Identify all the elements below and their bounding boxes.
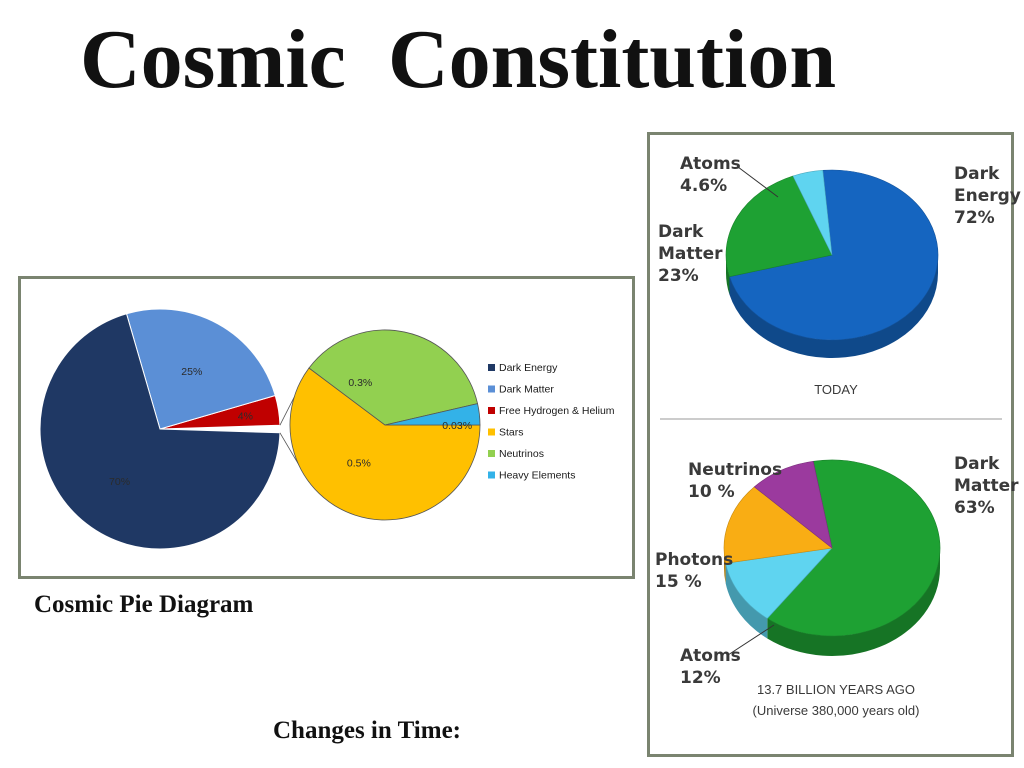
today-atoms-leader	[737, 166, 779, 198]
legend-label-heavy-elements: Heavy Elements	[499, 470, 575, 482]
main-pie-slice-dark-energy	[39, 313, 281, 550]
early-pie-slice-photons	[723, 486, 833, 564]
today-label-dark-energy-line1: Dark	[954, 164, 1000, 184]
detail-pie-label-heavy-elements: 0.03%	[442, 420, 472, 432]
today-pie-slice-atoms	[792, 170, 833, 256]
changes-in-time-charts: Atoms4.6%DarkMatter23%DarkEnergy72%TODAY…	[655, 154, 1021, 718]
main-pie-label-free-hydrogen-and-helium: 4%	[238, 410, 253, 422]
today-pie-side-dark-matter	[726, 255, 730, 295]
legend-swatch-neutrinos	[488, 450, 495, 457]
early-value-neutrinos: 10 %	[688, 482, 735, 502]
legend-swatch-dark-energy	[488, 364, 495, 371]
changes-in-time-frame: Atoms 4.6% Dark Matter 23% Dark Energy 72% TODAY…	[647, 132, 1021, 757]
early-label-dark-matter-line1: Dark	[954, 454, 1000, 474]
legend-label-stars: Stars	[499, 427, 524, 439]
cosmic-pie-chart: 4% 25% 70% 0.5% 0.3% 0.03% Dark Energy Dark Mat…	[39, 308, 615, 550]
today-pie-slice-dark-energy	[729, 169, 939, 341]
early-pie-slice-atoms	[725, 547, 833, 619]
today-label-dark-energy-line2: Energy	[954, 186, 1021, 206]
early-pie-slice-neutrinos	[753, 461, 833, 549]
today-pie-side-dark-energy	[729, 255, 938, 358]
legend-label-free-hydrogen-and-helium: Free Hydrogen & Helium	[499, 405, 615, 417]
today-label-dark-matter-line2: Matter	[658, 244, 723, 264]
detail-pie-label-stars: 0.5%	[347, 457, 371, 469]
today-label-atoms: Atoms	[680, 154, 741, 174]
early-value-atoms: 12%	[680, 668, 721, 688]
changes-in-time-caption: Changes in Time:	[273, 717, 462, 744]
early-subcaption: (Universe 380,000 years old)	[753, 703, 920, 718]
today-pie-slice-dark-matter	[725, 175, 833, 278]
legend-swatch-dark-matter	[488, 385, 495, 393]
early-value-dark-matter: 63%	[954, 498, 995, 518]
early-pie-side-dark-matter	[767, 548, 940, 656]
early-pie-slice-dark-matter	[766, 459, 941, 637]
today-value-dark-energy: 72%	[954, 208, 995, 228]
slide-title: Cosmic Constitution	[80, 13, 837, 106]
early-label-dark-matter-line2: Matter	[954, 476, 1019, 496]
pie-diagram-caption: Cosmic Pie Diagram	[34, 591, 254, 618]
legend-label-dark-energy: Dark Energy	[499, 362, 558, 374]
early-label-photons: Photons	[655, 550, 733, 570]
early-value-photons: 15 %	[655, 572, 702, 592]
detail-pie-slice-stars	[289, 367, 481, 521]
early-label-neutrinos: Neutrinos	[688, 460, 782, 480]
detail-pie-slice-heavy-elements	[384, 403, 481, 426]
legend-swatch-heavy-elements	[488, 471, 495, 479]
legend-swatch-free-hydrogen-and-helium	[488, 407, 495, 414]
main-pie-label-dark-energy: 70%	[109, 476, 130, 488]
cosmic-pie-frame: 4% 25% 70% 0.5% 0.3% 0.03% Dark Energy Dark Mat…	[18, 276, 635, 579]
legend-swatch-stars	[488, 428, 495, 436]
today-caption: TODAY	[814, 382, 858, 397]
main-pie-slice-dark-matter	[125, 308, 276, 430]
today-value-atoms: 4.6%	[680, 176, 727, 196]
legend-label-dark-matter: Dark Matter	[499, 384, 554, 396]
today-label-dark-matter-line1: Dark	[658, 222, 704, 242]
legend-label-neutrinos: Neutrinos	[499, 448, 544, 460]
early-atoms-leader	[727, 624, 775, 656]
main-pie-label-dark-matter: 25%	[181, 366, 202, 378]
detail-pie-slice-neutrinos	[308, 329, 479, 426]
early-pie-side-atoms	[725, 563, 768, 639]
early-label-atoms: Atoms	[680, 646, 741, 666]
detail-pie-label-neutrinos: 0.3%	[348, 377, 372, 389]
early-caption: 13.7 BILLION YEARS AGO	[757, 682, 915, 697]
today-value-dark-matter: 23%	[658, 266, 699, 286]
